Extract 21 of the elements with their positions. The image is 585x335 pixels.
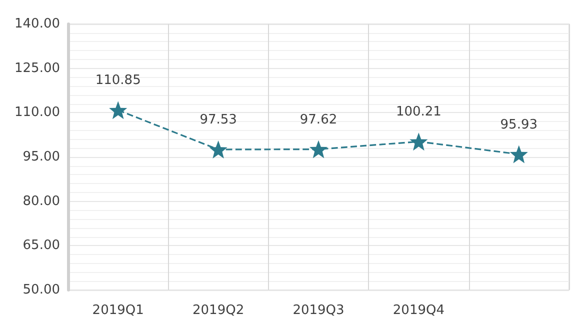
y-tick-label: 50.00	[22, 282, 60, 298]
point	[510, 145, 528, 164]
x-tick-label: 2019Q1	[92, 303, 144, 318]
point	[410, 132, 428, 151]
x-tick-label: 2019Q3	[292, 303, 344, 318]
x-tick-label: 2019Q2	[192, 303, 244, 318]
point	[109, 101, 128, 120]
y-tick-label: 140.00	[14, 16, 60, 32]
y-tick-label: 80.00	[22, 194, 60, 209]
y-tick-label: 125.00	[14, 60, 60, 76]
data-label: 100.21	[396, 104, 442, 120]
y-tick-label: 95.00	[22, 150, 60, 164]
point	[310, 140, 328, 158]
y-tick-label: 110.00	[14, 105, 60, 120]
data-label: 97.53	[200, 112, 237, 128]
y-tick-label: 65.00	[22, 238, 60, 254]
data-label: 97.62	[300, 112, 338, 128]
data-label: 110.85	[95, 73, 141, 88]
x-tick-label: 2019Q4	[392, 303, 444, 318]
point	[209, 140, 228, 159]
data-label: 95.93	[500, 117, 538, 132]
